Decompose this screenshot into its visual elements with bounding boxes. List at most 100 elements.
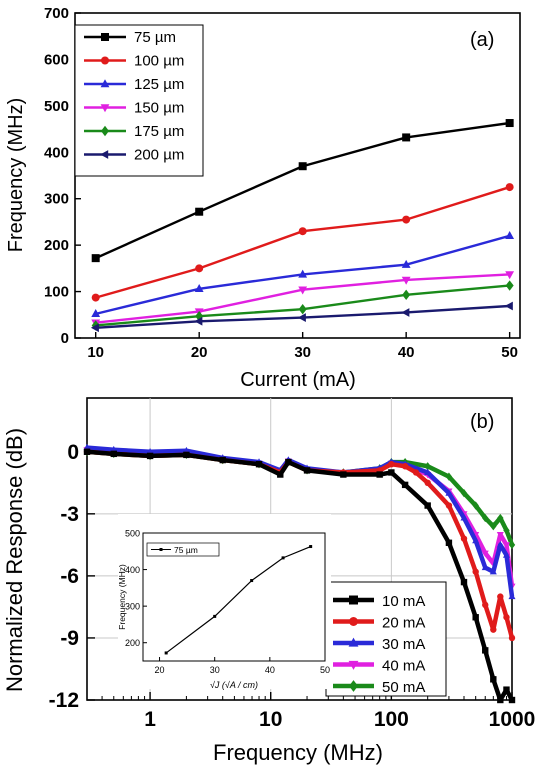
data-point-b-0-7	[285, 458, 292, 466]
data-point-b-2-17	[481, 563, 489, 571]
data-point-a-0-4	[505, 119, 514, 128]
legend-marker-b-0	[349, 595, 358, 605]
data-point-b-0-6	[277, 471, 284, 478]
data-point-b-0-16	[472, 614, 479, 621]
x-tick-label-b-1: 10	[259, 708, 282, 731]
y-tick-label-b-3: -9	[60, 627, 79, 650]
data-point-b-0-15	[460, 578, 468, 586]
inset-x-tick-label-2: 40	[265, 665, 275, 675]
inset-data-point-3	[281, 556, 285, 560]
legend-label-b-1: 20 mA	[382, 615, 425, 632]
data-point-b-1-22	[508, 634, 516, 642]
data-point-b-2-15	[460, 514, 468, 521]
y-tick-label-a-7: 700	[44, 5, 69, 22]
legend-a: 75 µm 100 µm 125 µm 150 µm 175 µm 200 µm	[74, 24, 204, 177]
data-point-b-2-13	[424, 468, 432, 476]
data-point-b-0-8	[303, 467, 311, 474]
y-tick-label-a-2: 200	[44, 237, 69, 254]
data-point-a-5-2	[297, 313, 306, 322]
data-point-b-4-15	[460, 488, 468, 498]
legend-label-a-4: 175 µm	[134, 123, 184, 140]
legend-marker-b-2	[348, 637, 359, 647]
x-tick-label-a-3: 40	[398, 344, 415, 361]
legend-marker-b-4	[349, 680, 358, 692]
inset-x-tick-label-0: 20	[155, 665, 165, 675]
data-point-b-1-15	[445, 502, 453, 509]
inset-y-axis-label: Frequency (MHz)	[117, 564, 127, 630]
x-tick-label-a-1: 20	[191, 344, 208, 361]
data-point-b-1-19	[490, 626, 497, 633]
data-point-a-0-0	[91, 254, 100, 263]
legend-label-b-4: 50 mA	[382, 679, 425, 696]
inset-y-tick-label-3: 500	[125, 529, 140, 539]
legend-label-a-3: 150 µm	[134, 100, 184, 117]
data-point-b-4-19	[497, 513, 504, 523]
data-point-a-0-2	[298, 162, 307, 171]
data-point-b-4-20	[503, 526, 510, 535]
y-tick-label-a-0: 0	[61, 330, 69, 347]
data-point-a-0-1	[195, 207, 204, 216]
legend-items-b: 10 mA 20 mA 30 mA 40 mA 50 mA	[333, 593, 425, 696]
inset-legend-box	[146, 542, 220, 557]
data-point-b-0-11	[388, 469, 395, 476]
inset-y-tick-label-2: 400	[125, 565, 140, 575]
panel-label-a: (a)	[470, 29, 494, 51]
inset-axis-ticks: 20 30 40 50 200 300 400 500	[125, 529, 330, 676]
data-point-b-0-17	[482, 647, 489, 654]
inset-data-point-0	[164, 651, 168, 655]
data-point-a-5-1	[194, 316, 203, 326]
series-line-b-0	[86, 449, 514, 703]
inset-series-group	[164, 545, 313, 655]
data-point-b-1-21	[503, 614, 510, 621]
y-axis-label-b: Normalized Response (dB)	[2, 428, 27, 692]
legend-marker-a-4	[101, 125, 109, 137]
data-point-b-4-14	[445, 472, 453, 481]
data-point-b-0-2	[146, 452, 154, 460]
data-point-b-2-14	[445, 489, 453, 496]
data-point-a-1-3	[402, 215, 411, 224]
inset-data-point-4	[309, 545, 313, 549]
data-point-b-1-20	[497, 593, 504, 600]
data-point-a-2-1	[194, 283, 204, 292]
data-point-b-2-16	[472, 536, 480, 544]
data-point-a-2-3	[401, 259, 411, 268]
data-point-a-1-2	[298, 227, 307, 236]
data-point-a-1-1	[195, 264, 204, 273]
legend-label-a-0: 75 µm	[134, 29, 176, 46]
data-point-b-1-12	[401, 463, 409, 470]
x-tick-label-a-0: 10	[87, 344, 104, 361]
data-point-b-4-17	[482, 513, 489, 523]
data-point-b-2-21	[508, 592, 516, 600]
y-tick-label-b-4: -12	[49, 689, 79, 712]
data-point-b-3-17	[481, 550, 489, 557]
legend-marker-a-3	[100, 104, 110, 113]
data-point-a-5-0	[90, 323, 99, 333]
legend-label-b-0: 10 mA	[382, 593, 425, 610]
inset-y-tick-label-1: 300	[125, 602, 140, 612]
data-point-b-4-13	[424, 462, 431, 471]
data-point-b-0-3	[183, 451, 190, 459]
data-point-b-1-13	[412, 469, 420, 476]
data-point-b-4-16	[472, 501, 479, 510]
data-point-b-1-17	[472, 568, 479, 575]
data-point-a-3-4	[505, 271, 515, 280]
data-point-b-2-18	[489, 567, 497, 575]
inset-data-point-2	[250, 579, 254, 583]
data-point-b-4-21	[508, 540, 516, 550]
data-point-b-1-14	[424, 479, 431, 487]
inset-legend-label: 75 µm	[174, 545, 198, 555]
y-tick-label-b-2: -6	[60, 565, 79, 588]
data-point-b-0-9	[340, 471, 347, 478]
y-tick-label-a-1: 100	[44, 284, 69, 301]
data-point-a-4-3	[402, 289, 411, 301]
data-point-b-2-20	[502, 551, 510, 558]
series-group-b	[83, 443, 516, 704]
data-point-b-0-4	[219, 456, 226, 464]
data-point-b-1-16	[460, 535, 468, 542]
data-point-b-0-1	[110, 450, 117, 458]
data-point-a-1-0	[91, 293, 100, 302]
x-tick-label-a-2: 30	[294, 344, 311, 361]
y-tick-label-a-4: 400	[44, 144, 69, 161]
y-tick-label-a-3: 300	[44, 191, 69, 208]
